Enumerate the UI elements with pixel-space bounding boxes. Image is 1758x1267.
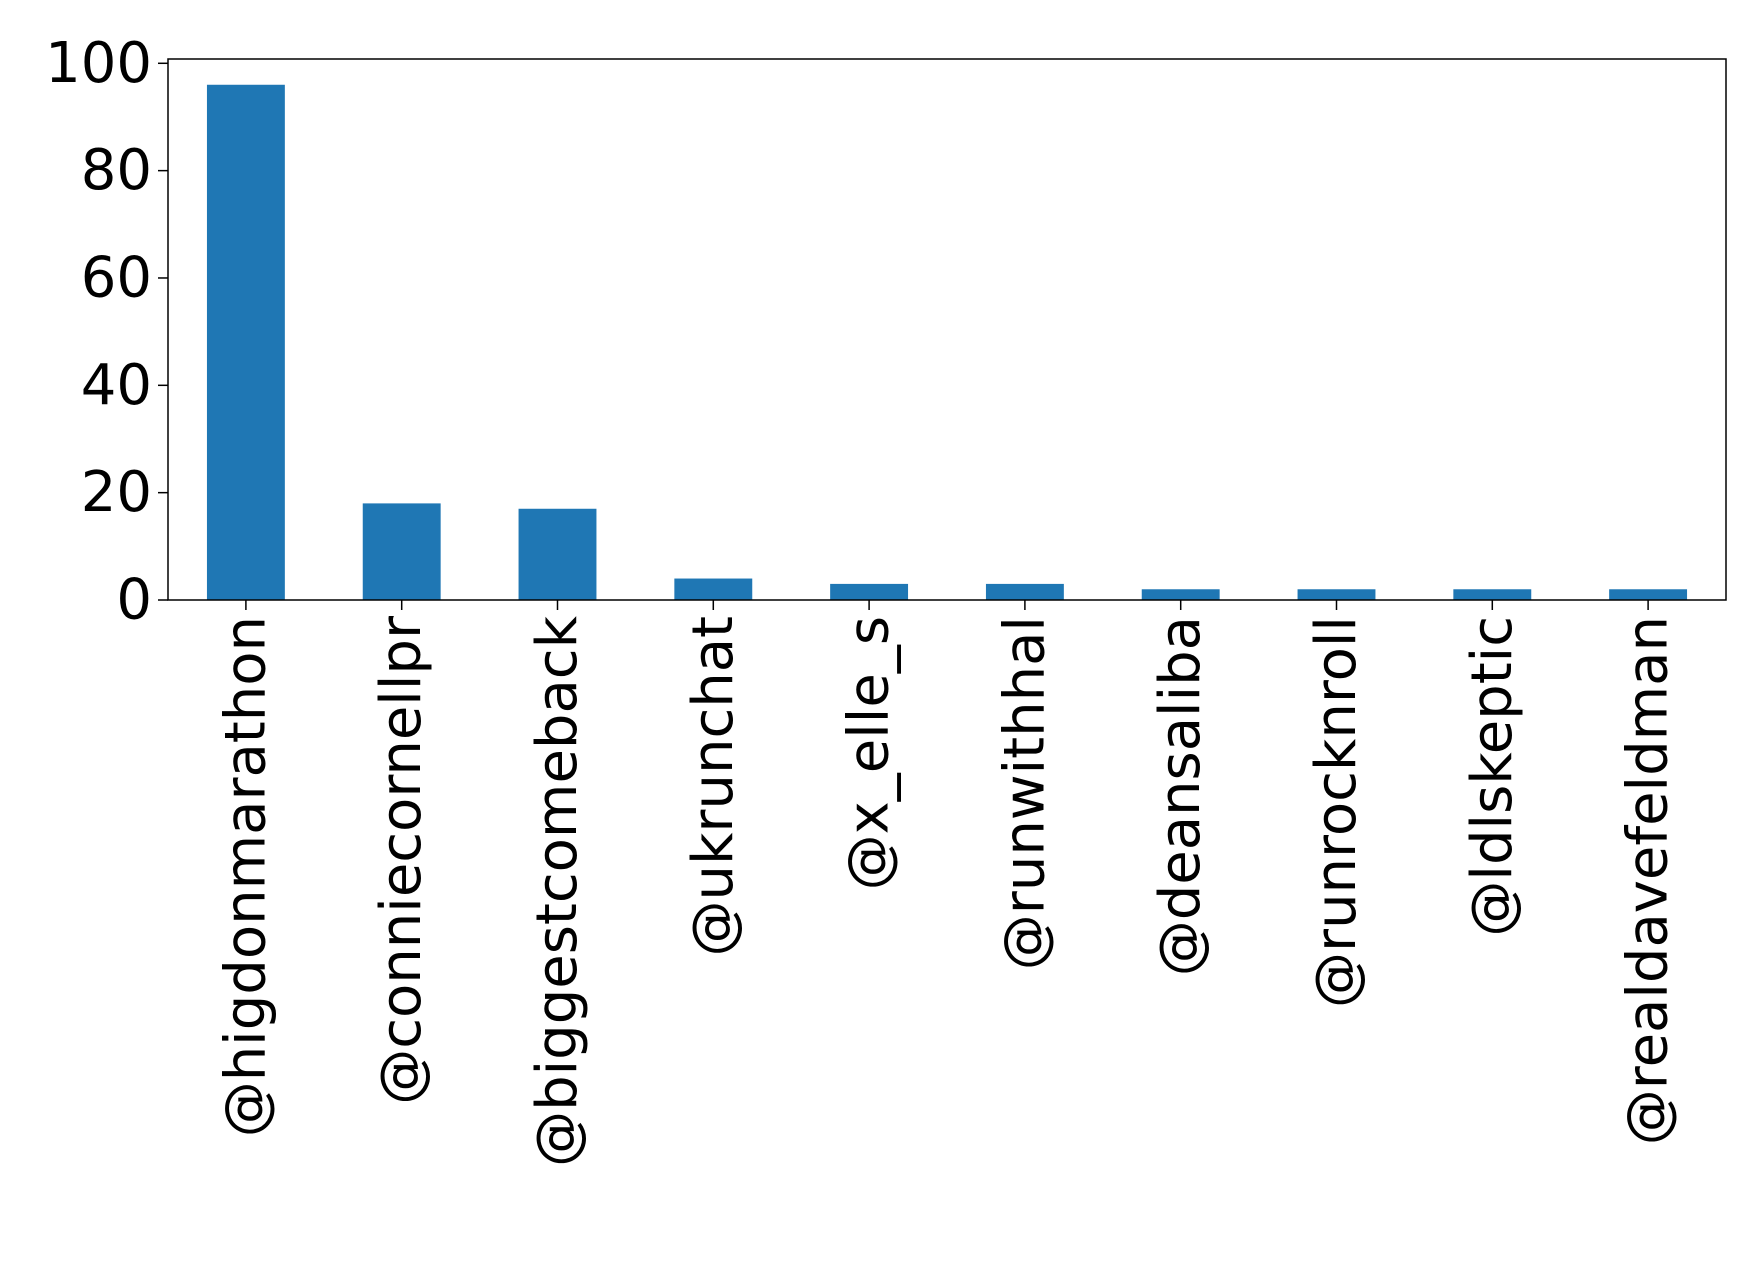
- bars-layer: [206, 84, 1688, 600]
- x-tick-label: @x_elle_s: [837, 616, 902, 890]
- y-tick-label: 80: [81, 138, 152, 203]
- x-tick-label: @ukrunchat: [681, 616, 746, 956]
- plot-area-frame: [167, 58, 1727, 601]
- bar-higdonmarathon: [206, 84, 285, 600]
- x-tick-label: @deansaliba: [1148, 616, 1213, 976]
- x-axis: @higdonmarathon @conniecornellpr @biggestc…: [213, 600, 1681, 1167]
- y-tick-label: 100: [45, 31, 152, 96]
- y-tick-label: 40: [81, 353, 152, 418]
- bar-conniecornellpr: [362, 503, 441, 600]
- x-tick-label: @runrocknroll: [1304, 616, 1369, 1008]
- bar-deansaliba: [1141, 589, 1220, 600]
- y-tick-label: 20: [81, 460, 152, 525]
- x-tick-label: @realdavefeldman: [1616, 616, 1681, 1145]
- y-tick-label: 0: [116, 568, 152, 633]
- bar-runrocknroll: [1297, 589, 1376, 600]
- bar-realdavefeldman: [1609, 589, 1688, 600]
- bar-ldlskeptic: [1453, 589, 1532, 600]
- x-tick-label: @higdonmarathon: [213, 616, 278, 1137]
- y-tick-label: 60: [81, 245, 152, 310]
- y-axis: 0 20 40 60 80 100: [45, 31, 168, 633]
- bar-biggestcomeback: [518, 508, 597, 600]
- x-tick-label: @conniecornellpr: [369, 615, 434, 1105]
- x-tick-label: @runwithhal: [992, 616, 1057, 970]
- bar-runwithhal: [985, 583, 1064, 600]
- bar-x-elle-s: [830, 583, 909, 600]
- x-tick-label: @ldlskeptic: [1460, 616, 1525, 937]
- x-tick-label: @biggestcomeback: [525, 615, 590, 1166]
- bar-ukrunchat: [674, 578, 753, 600]
